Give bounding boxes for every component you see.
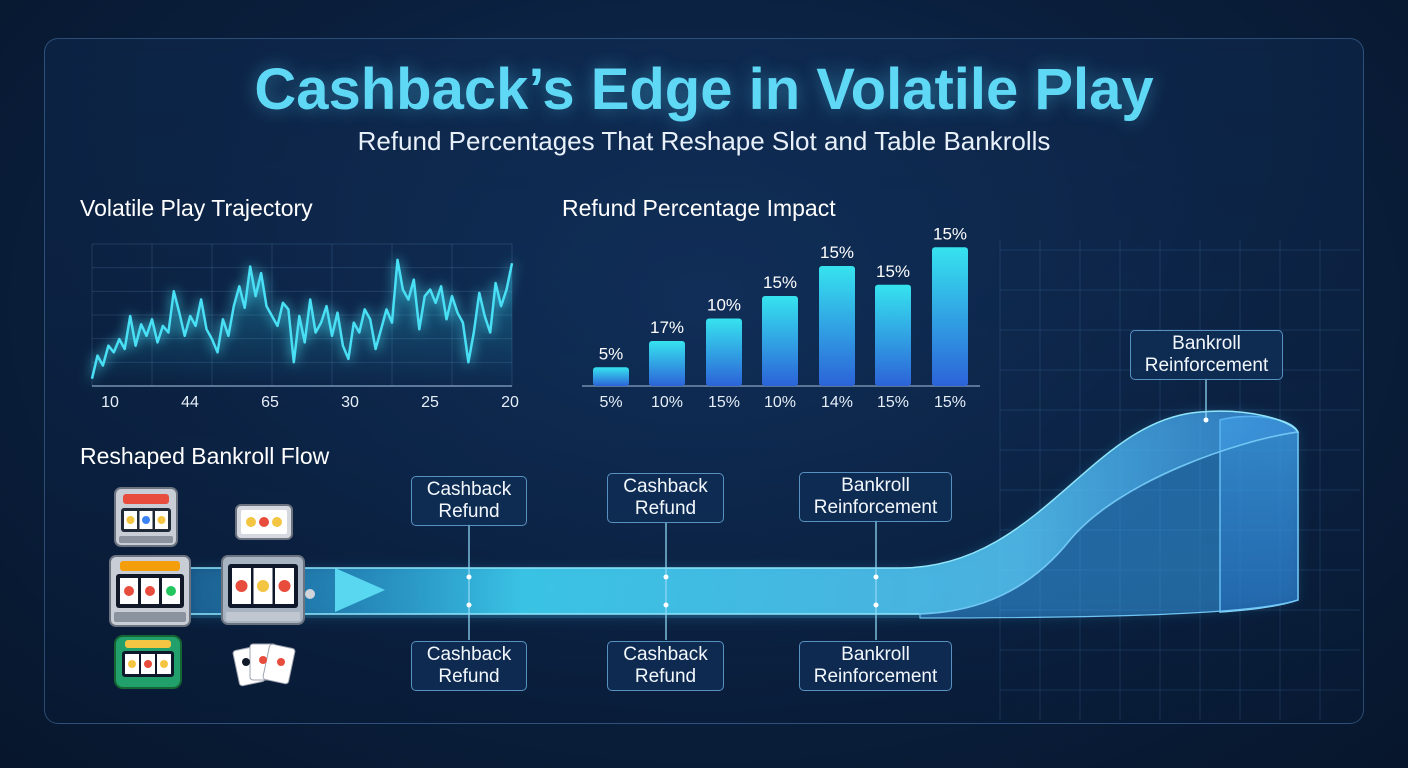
line-x-tick-label: 10 <box>101 394 119 411</box>
flow-node-top-2: Cashback Refund <box>607 473 724 523</box>
slot-reels-icon <box>235 504 293 540</box>
bar-data-label: 15% <box>876 262 910 281</box>
flow-ribbon-front <box>919 431 1299 619</box>
bar-data-label: 10% <box>707 296 741 315</box>
bar <box>649 341 685 386</box>
slot-machine-icon <box>109 555 191 627</box>
page-title: Cashback’s Edge in Volatile Play <box>254 57 1154 122</box>
bar-data-label: 17% <box>650 318 684 337</box>
flow-arrow-head <box>335 568 385 612</box>
bar-category-label: 10% <box>651 394 683 411</box>
bar-data-label: 15% <box>763 273 797 292</box>
line-x-tick-label: 30 <box>341 394 359 411</box>
bar <box>762 296 798 386</box>
page-subtitle: Refund Percentages That Reshape Slot and… <box>357 126 1051 156</box>
bar-chart: 5% 5% 17% 10% 10% 15% 15% 10% 15% 14% 15% 15% 15% 15% <box>582 224 980 411</box>
flow-title: Reshaped Bankroll Flow <box>80 443 330 469</box>
bar-category-label: 15% <box>934 394 966 411</box>
flow-node-bottom-1: Cashback Refund <box>411 641 527 691</box>
line-series-area <box>92 259 512 386</box>
bar <box>875 284 911 386</box>
trajectory-title: Volatile Play Trajectory <box>80 195 313 221</box>
bar-category-label: 5% <box>599 394 622 411</box>
bar-category-label: 15% <box>708 394 740 411</box>
slot-machine-icon <box>221 555 315 625</box>
bar <box>706 318 742 386</box>
bar-category-label: 14% <box>821 394 853 411</box>
bar-category-label: 15% <box>877 394 909 411</box>
slot-machine-icon <box>114 487 178 547</box>
line-chart: 10 44 65 30 25 20 <box>90 243 519 411</box>
bar-data-label: 15% <box>933 224 967 243</box>
flow-connectors <box>468 378 1207 640</box>
line-series <box>90 258 514 379</box>
flow-dots <box>466 417 1209 608</box>
flow-node-bottom-2: Cashback Refund <box>607 641 724 691</box>
flow-node-top-3: Bankroll Reinforcement <box>799 472 952 522</box>
bar <box>819 266 855 386</box>
line-x-tick-label: 25 <box>421 394 439 411</box>
flow-node-end: Bankroll Reinforcement <box>1130 330 1283 380</box>
line-x-tick-label: 20 <box>501 394 519 411</box>
flow-node-bottom-3: Bankroll Reinforcement <box>799 641 952 691</box>
line-x-tick-label: 65 <box>261 394 279 411</box>
bar-data-label: 15% <box>820 243 854 262</box>
bar-data-label: 5% <box>599 344 624 363</box>
line-x-tick-label: 44 <box>181 394 199 411</box>
playing-cards-icon <box>232 643 296 687</box>
slot-machine-icon <box>114 635 182 689</box>
bar <box>593 367 629 386</box>
bankroll-flow-ribbon <box>189 378 1300 640</box>
impact-title: Refund Percentage Impact <box>562 195 836 221</box>
flow-node-top-1: Cashback Refund <box>411 476 527 526</box>
bar-category-label: 10% <box>764 394 796 411</box>
bar <box>932 247 968 386</box>
